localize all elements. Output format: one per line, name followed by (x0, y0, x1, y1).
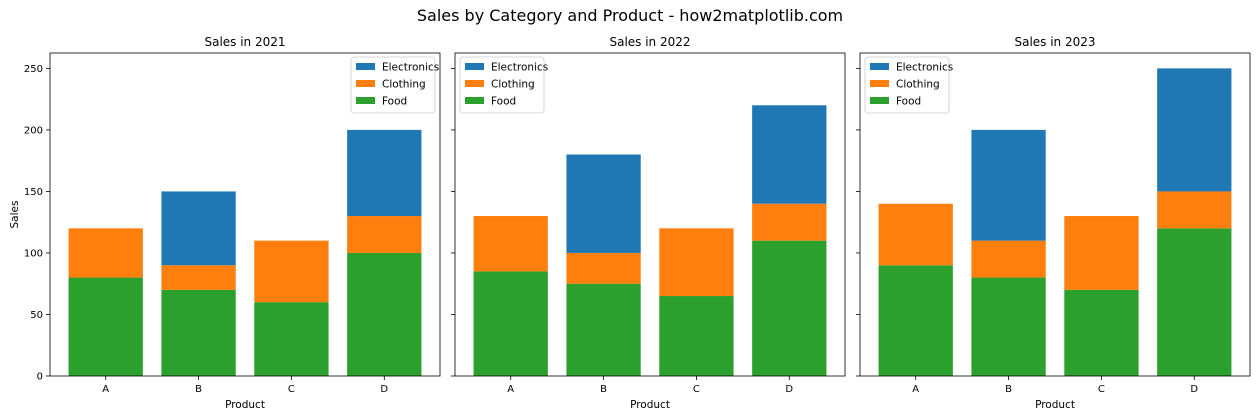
legend-swatch-food (870, 97, 889, 104)
bar-clothing-A (878, 203, 953, 266)
legend-swatch-clothing (356, 80, 375, 87)
y-tick-label: 250 (24, 64, 43, 75)
bar-food-D (1157, 228, 1232, 376)
plot-frame (454, 52, 846, 377)
bar-clothing-C (1064, 216, 1139, 290)
plot-frame (49, 52, 441, 377)
bar-electronics-B (971, 129, 1046, 241)
bar-food-D (347, 252, 422, 376)
plot-frame (859, 52, 1251, 377)
x-tick-label: D (380, 384, 388, 395)
x-axis-label: Product (630, 399, 670, 411)
legend-label-electronics: Electronics (491, 62, 548, 74)
bar-clothing-C (659, 228, 734, 297)
bar-clothing-A (473, 216, 548, 272)
legend-label-food: Food (896, 96, 921, 108)
subplot-title: Sales in 2022 (609, 35, 690, 49)
x-tick-label: D (785, 384, 793, 395)
legend-swatch-food (356, 97, 375, 104)
bar-food-A (473, 271, 548, 376)
bar-food-B (161, 289, 236, 376)
bar-food-B (971, 277, 1046, 376)
x-tick-label: D (1190, 384, 1198, 395)
x-tick-label: A (102, 384, 109, 395)
bar-electronics-B (566, 154, 641, 253)
legend-label-food: Food (382, 96, 407, 108)
legend-label-food: Food (491, 96, 516, 108)
legend-label-clothing: Clothing (382, 79, 426, 91)
bar-food-C (1064, 289, 1139, 376)
y-tick-label: 150 (24, 187, 43, 198)
bar-food-D (752, 240, 827, 376)
y-tick-label: 0 (37, 372, 43, 383)
y-tick-label: 50 (30, 310, 43, 321)
subplot-title: Sales in 2021 (204, 35, 285, 49)
bar-clothing-B (971, 240, 1046, 278)
y-tick-label: 100 (24, 248, 43, 259)
bar-electronics-D (347, 129, 422, 217)
figure-title: Sales by Category and Product - how2matp… (417, 6, 843, 25)
x-tick-label: A (912, 384, 919, 395)
legend-label-electronics: Electronics (896, 62, 953, 74)
bar-clothing-B (161, 265, 236, 290)
bar-clothing-C (254, 240, 329, 303)
bar-clothing-D (752, 203, 827, 241)
x-tick-label: B (195, 384, 202, 395)
x-axis-label: Product (1035, 399, 1075, 411)
legend-swatch-electronics (356, 63, 375, 70)
subplot-title: Sales in 2023 (1014, 35, 1095, 49)
bar-electronics-D (752, 105, 827, 204)
subplot-2: A B C D Sales in 2022 Product Electronics Cloth… (451, 35, 846, 411)
x-tick-label: C (1098, 384, 1105, 395)
x-tick-label: B (600, 384, 607, 395)
subplot-3: A B C D Sales in 2023 Product Electronics Cloth… (856, 35, 1251, 411)
x-tick-label: A (507, 384, 514, 395)
legend-label-clothing: Clothing (491, 79, 535, 91)
bar-clothing-D (347, 216, 422, 253)
legend-label-clothing: Clothing (896, 79, 940, 91)
bar-food-C (659, 296, 734, 376)
legend-swatch-electronics (870, 63, 889, 70)
bar-food-B (566, 283, 641, 376)
x-tick-label: C (288, 384, 295, 395)
subplot-1: 0 50 100 150 200 250 A B C D Sales in 2021 Product S… (9, 35, 441, 411)
bar-electronics-D (1157, 68, 1232, 192)
bar-food-A (878, 265, 953, 376)
bar-clothing-B (566, 252, 641, 284)
legend-label-electronics: Electronics (382, 62, 439, 74)
legend-swatch-clothing (870, 80, 889, 87)
legend-swatch-clothing (465, 80, 484, 87)
axes-group: 0 50 100 150 200 250 A B C D Sales in 2021 Product S… (9, 35, 1251, 411)
bar-electronics-B (161, 191, 236, 266)
x-tick-label: C (693, 384, 700, 395)
legend-swatch-electronics (465, 63, 484, 70)
bar-food-C (254, 302, 329, 376)
bar-clothing-D (1157, 191, 1232, 229)
bar-food-A (68, 277, 143, 376)
x-axis-label: Product (225, 399, 265, 411)
bar-clothing-A (68, 228, 143, 278)
legend-swatch-food (465, 97, 484, 104)
y-axis-label: Sales (9, 201, 21, 229)
y-tick-label: 200 (24, 125, 43, 136)
x-tick-label: B (1005, 384, 1012, 395)
